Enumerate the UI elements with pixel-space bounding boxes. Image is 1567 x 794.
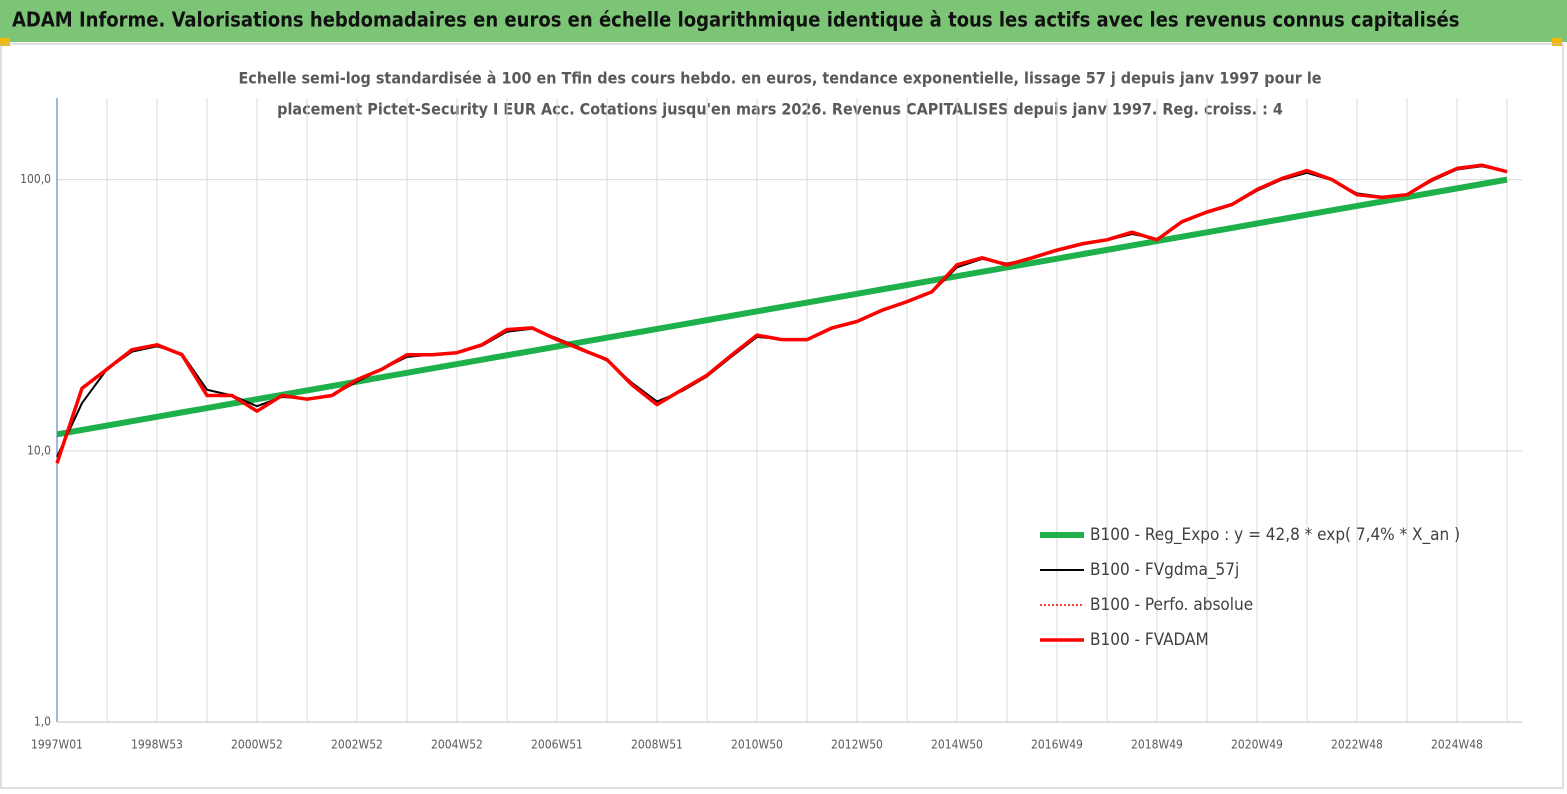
- chart-frame: [0, 43, 1564, 789]
- y-tick-label: 10,0: [27, 443, 51, 457]
- legend-label: B100 - FVADAM: [1090, 630, 1209, 650]
- x-tick-label: 2014W50: [931, 738, 983, 752]
- x-tick-label: 2002W52: [331, 738, 383, 752]
- header-band: [0, 0, 1567, 42]
- y-tick-label: 100,0: [20, 172, 51, 186]
- x-tick-label: 2022W48: [1331, 738, 1383, 752]
- page-title: ADAM Informe. Valorisations hebdomadaire…: [12, 8, 1459, 32]
- x-tick-label: 2010W50: [731, 738, 783, 752]
- legend-label: B100 - FVgdma_57j: [1090, 560, 1239, 580]
- x-tick-label: 2016W49: [1031, 738, 1083, 752]
- legend-label: B100 - Reg_Expo : y = 42,8 * exp( 7,4% *…: [1090, 525, 1460, 545]
- x-tick-label: 2020W49: [1231, 738, 1283, 752]
- x-tick-label: 1997W01: [31, 738, 83, 752]
- x-tick-label: 1998W53: [131, 738, 183, 752]
- x-tick-label: 2018W49: [1131, 738, 1183, 752]
- x-tick-label: 2004W52: [431, 738, 483, 752]
- x-tick-label: 2000W52: [231, 738, 283, 752]
- series-line: [56, 176, 1508, 438]
- x-tick-label: 2012W50: [831, 738, 883, 752]
- series-line: [55, 163, 1508, 464]
- x-tick-label: 2008W51: [631, 738, 683, 752]
- x-tick-label: 2024W48: [1431, 738, 1483, 752]
- y-tick-label: 1,0: [34, 715, 51, 729]
- x-tick-label: 2006W51: [531, 738, 583, 752]
- series-line: [56, 165, 1508, 458]
- chart-title: placement Pictet-Security I EUR Acc. Cot…: [277, 100, 1283, 119]
- legend-label: B100 - Perfo. absolue: [1090, 595, 1253, 615]
- series-line: [56, 164, 1508, 464]
- corner-mark: [0, 38, 10, 46]
- chart-title: Echelle semi-log standardisée à 100 en T…: [238, 69, 1321, 88]
- corner-mark: [1552, 38, 1562, 46]
